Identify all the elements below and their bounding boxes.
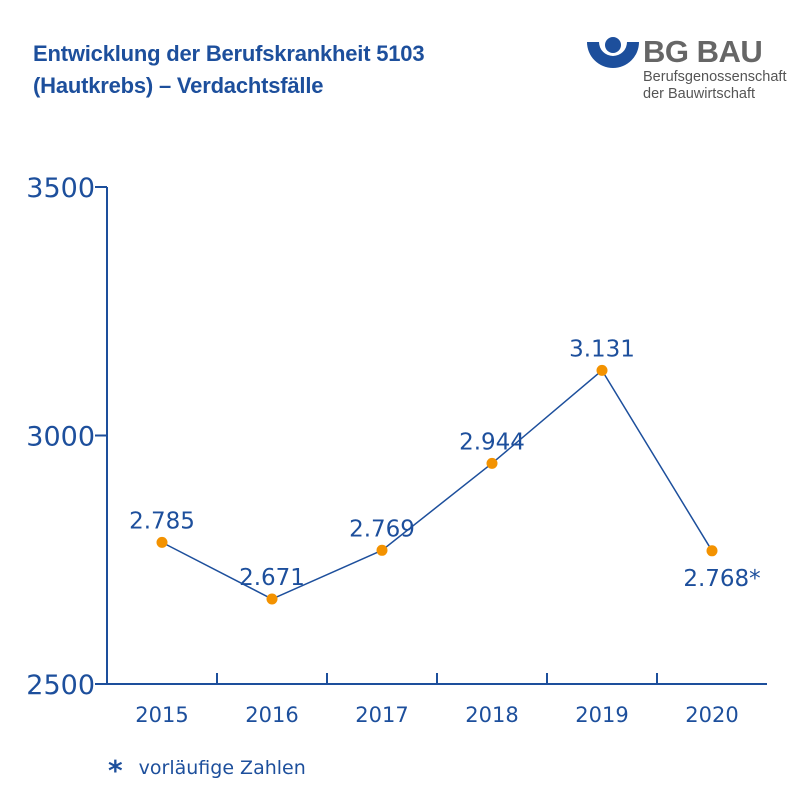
series-line [161, 369, 713, 600]
footnote: * vorläufige Zahlen [108, 754, 306, 787]
footnote-text: vorläufige Zahlen [138, 757, 306, 779]
x-tick-label: 2016 [245, 703, 298, 727]
title-line-1: Entwicklung der Berufskrankheit 5103 [33, 41, 425, 66]
data-label: 2.671 [239, 565, 305, 591]
data-label: 3.131 [569, 336, 635, 362]
logo-name: BG BAU [643, 34, 763, 69]
x-tick-label: 2020 [685, 703, 738, 727]
footnote-asterisk: * [108, 754, 123, 787]
data-label: 2.769 [349, 516, 415, 542]
data-point [156, 536, 168, 548]
data-point [266, 593, 278, 605]
title-line-2: (Hautkrebs) – Verdachtsfälle [33, 73, 324, 98]
y-tick-label: 2500 [26, 670, 95, 701]
bg-bau-logo: BG BAU Berufsgenossenschaft der Bauwirts… [585, 34, 786, 106]
logo-subtitle-line-1: Berufsgenossenschaft [643, 69, 787, 85]
data-label: 2.768* [683, 566, 760, 592]
logo-subtitle-line-2: der Bauwirtschaft [643, 86, 756, 102]
data-point [486, 457, 498, 469]
logo-emblem-icon [587, 37, 639, 68]
y-tick-label: 3000 [26, 422, 95, 453]
data-label: 2.785 [129, 508, 195, 534]
x-tick-label: 2019 [575, 703, 628, 727]
data-label: 2.944 [459, 429, 525, 455]
y-tick-label: 3500 [26, 173, 95, 204]
logo-subtitle: Berufsgenossenschaft der Bauwirtschaft [643, 69, 786, 103]
x-tick-label: 2017 [355, 703, 408, 727]
data-point [596, 364, 608, 376]
data-point [706, 545, 718, 557]
x-tick-label: 2015 [135, 703, 188, 727]
chart-title: Entwicklung der Berufskrankheit 5103 (Ha… [33, 38, 425, 102]
data-point [376, 544, 388, 556]
x-tick-label: 2018 [465, 703, 518, 727]
